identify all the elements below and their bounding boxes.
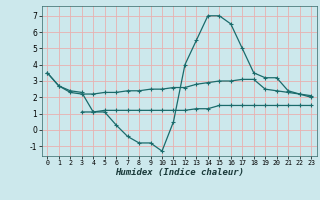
X-axis label: Humidex (Indice chaleur): Humidex (Indice chaleur) [115,168,244,177]
